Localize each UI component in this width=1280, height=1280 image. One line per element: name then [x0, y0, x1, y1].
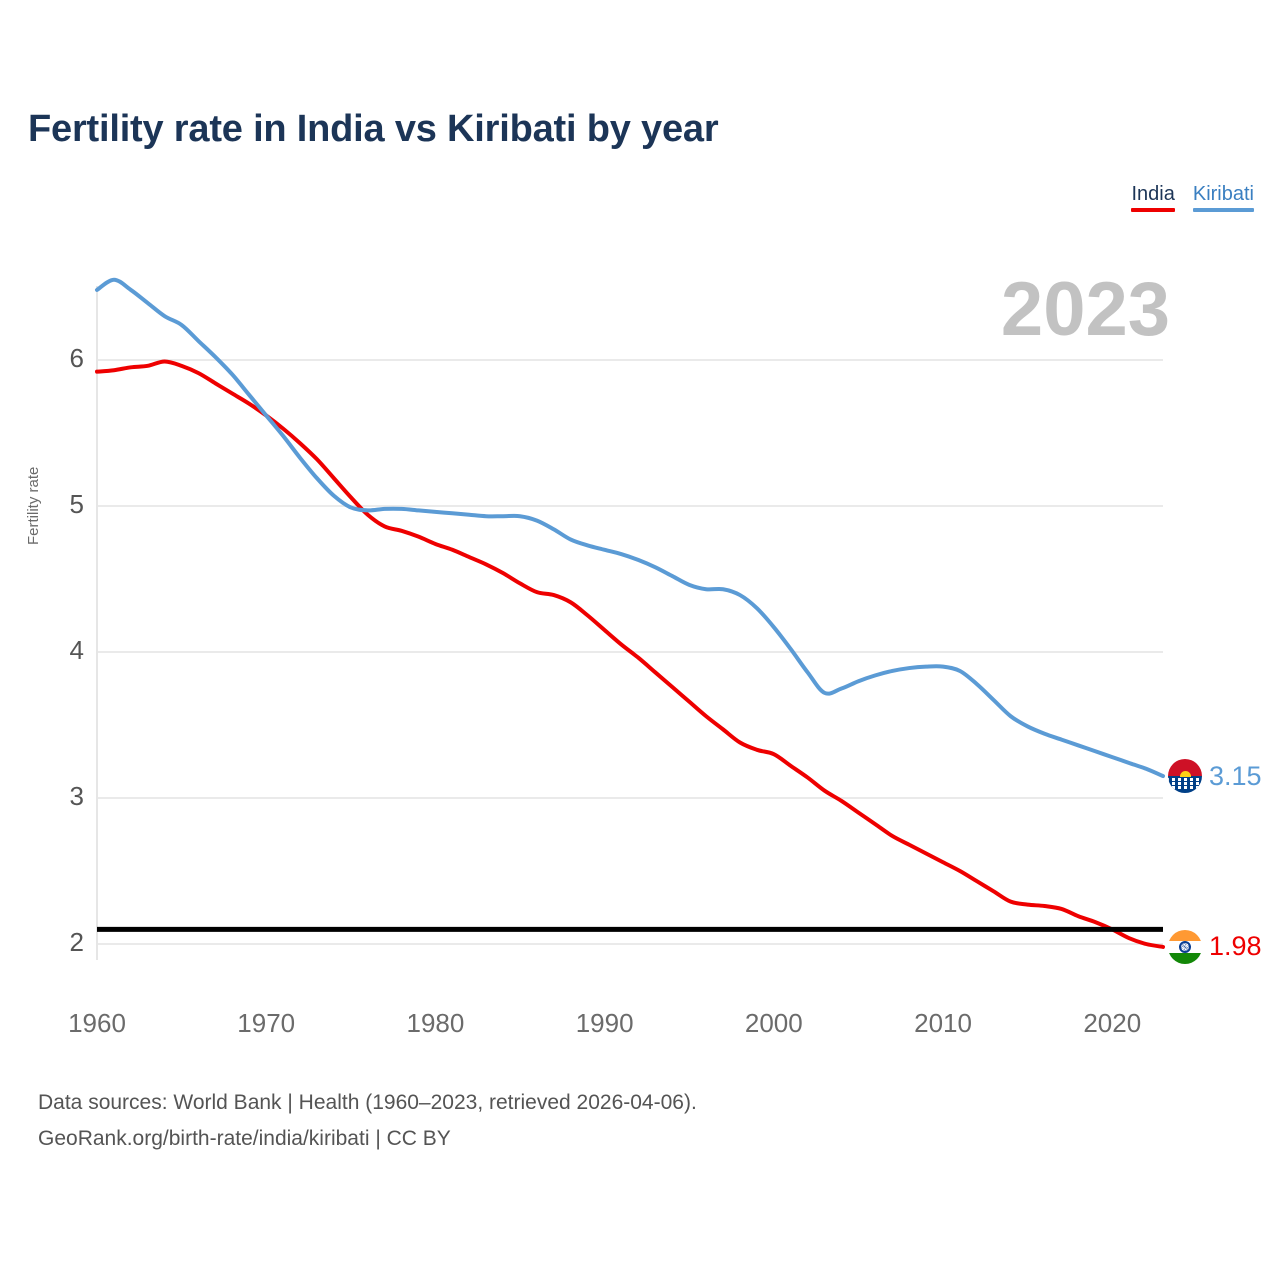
footer-attribution[interactable]: GeoRank.org/birth-rate/india/kiribati | …: [38, 1127, 451, 1150]
y-tick-label: 2: [69, 927, 84, 957]
y-tick-label: 4: [69, 635, 84, 665]
kiribati-flag-icon: [1168, 759, 1202, 794]
series-line-india: [95, 359, 1165, 949]
legend-label-india: India: [1131, 183, 1175, 205]
legend-label-kiribati: Kiribati: [1192, 183, 1254, 205]
year-watermark: 2023: [1000, 267, 1170, 352]
x-tick-label: 2010: [914, 1008, 972, 1038]
legend-item-kiribati[interactable]: Kiribati: [1192, 183, 1254, 212]
chart-legend: India Kiribati: [1131, 183, 1254, 212]
x-tick-label: 1990: [575, 1008, 634, 1038]
x-tick-label: 1970: [237, 1008, 296, 1038]
legend-swatch-kiribati: [1192, 208, 1254, 212]
y-tick-label: 3: [69, 781, 84, 811]
endpoint-value-kiribati: 3.15: [1209, 760, 1262, 791]
endpoint-value-india: 1.98: [1209, 931, 1262, 962]
endpoint-kiribati[interactable]: 3.15: [1168, 759, 1262, 794]
legend-item-india[interactable]: India: [1131, 183, 1175, 212]
series-line-kiribati: [95, 277, 1165, 779]
x-tick-label: 1980: [406, 1008, 465, 1038]
india-flag-icon: [1168, 929, 1202, 964]
y-axis-title: Fertility rate: [25, 466, 42, 545]
footer-data-sources: Data sources: World Bank | Health (1960–…: [38, 1091, 697, 1114]
legend-swatch-india: [1131, 208, 1175, 212]
x-tick-label: 2020: [1083, 1008, 1142, 1038]
y-tick-label: 6: [69, 343, 84, 373]
page-title: Fertility rate in India vs Kiribati by y…: [28, 108, 719, 150]
x-tick-label: 2000: [744, 1008, 803, 1038]
footer: Data sources: World Bank | Health (1960–…: [38, 1085, 697, 1157]
x-tick-label: 1960: [68, 1008, 126, 1038]
endpoint-india[interactable]: 1.98: [1168, 929, 1262, 964]
y-tick-label: 5: [69, 489, 84, 519]
